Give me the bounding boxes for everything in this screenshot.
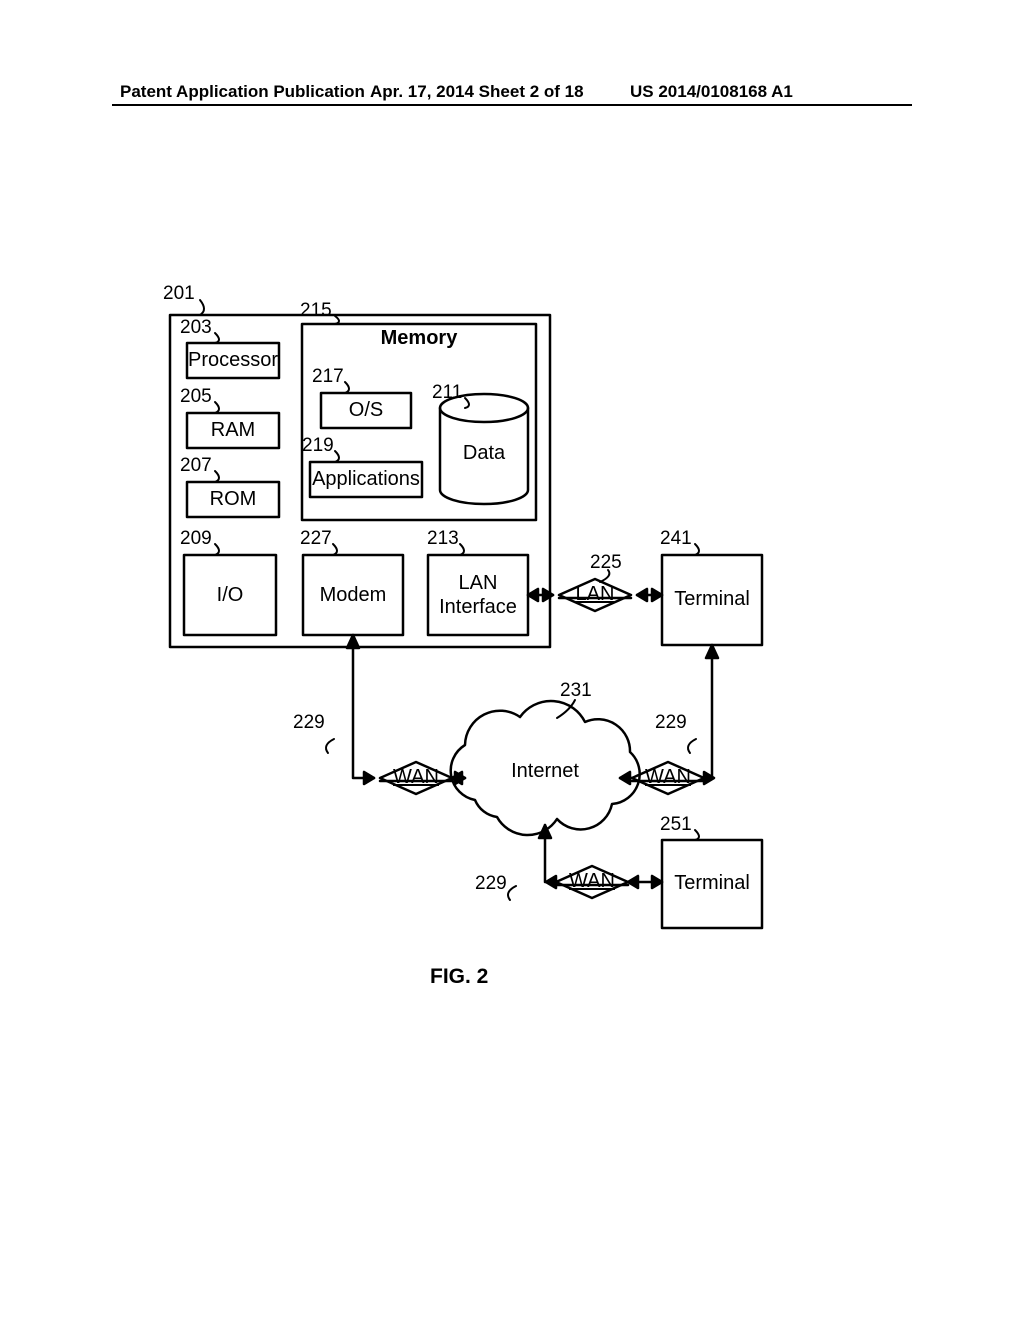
wan-right-label: WAN [632,766,704,789]
ref-229c: 229 [475,873,507,895]
ram-label: RAM [187,419,279,442]
ref-205: 205 [180,386,212,408]
ref-229a: 229 [293,712,325,734]
arrow-lan-terminal241 [637,589,662,601]
lead-201 [200,300,204,315]
os-label: O/S [321,399,411,422]
page: Patent Application Publication Apr. 17, … [0,0,1024,1320]
ref-219: 219 [302,435,334,457]
rom-label: ROM [187,488,279,511]
lead-209 [215,544,219,555]
arrow-wanr-cloud [620,772,632,784]
ref-225: 225 [590,552,622,574]
wan-left-label: WAN [380,766,452,789]
arrow-cloud-wanb [539,825,556,888]
terminal241-label: Terminal [662,588,762,611]
ref-203: 203 [180,317,212,339]
ref-209: 209 [180,528,212,550]
ref-227: 227 [300,528,332,550]
lead-241 [695,544,699,555]
modem-label: Modem [303,584,403,607]
ref-215: 215 [300,300,332,322]
ref-241: 241 [660,528,692,550]
lead-229a [326,739,334,753]
lead-217 [345,382,349,393]
lead-203 [215,333,219,343]
lead-219 [335,451,339,462]
lead-229b [688,739,696,753]
ref-213: 213 [427,528,459,550]
terminal251-label: Terminal [662,872,762,895]
apps-label: Applications [310,468,422,491]
lead-215 [335,316,339,324]
lead-205 [215,402,219,413]
arrow-modem-wanl [347,635,374,784]
lead-229c [508,886,516,900]
lead-207 [215,471,219,482]
lanif-label-l2: Interface [428,596,528,619]
ref-207: 207 [180,455,212,477]
wan-bottom-label: WAN [556,870,628,893]
lead-251 [695,830,699,840]
io-label: I/O [184,584,276,607]
ref-211: 211 [432,382,462,404]
lan-wedge-label: LAN [559,583,631,606]
diagram-svg [0,0,1024,1320]
processor-label: Processor [187,349,279,372]
data-label: Data [440,442,528,465]
arrow-terminal241-wanr [704,645,720,784]
lead-227 [333,544,337,555]
lanif-label-l1: LAN [428,572,528,595]
ref-251: 251 [660,814,692,836]
ref-231: 231 [560,680,592,702]
arrow-wanb-terminal251 [628,876,662,888]
memory-label: Memory [302,327,536,350]
lead-211 [465,398,469,408]
lead-213 [460,544,464,555]
figure-label: FIG. 2 [430,965,488,989]
internet-label: Internet [470,760,620,783]
ref-217: 217 [312,366,344,388]
ref-229b: 229 [655,712,687,734]
lanif-box [428,555,528,635]
ref-201: 201 [163,283,195,305]
